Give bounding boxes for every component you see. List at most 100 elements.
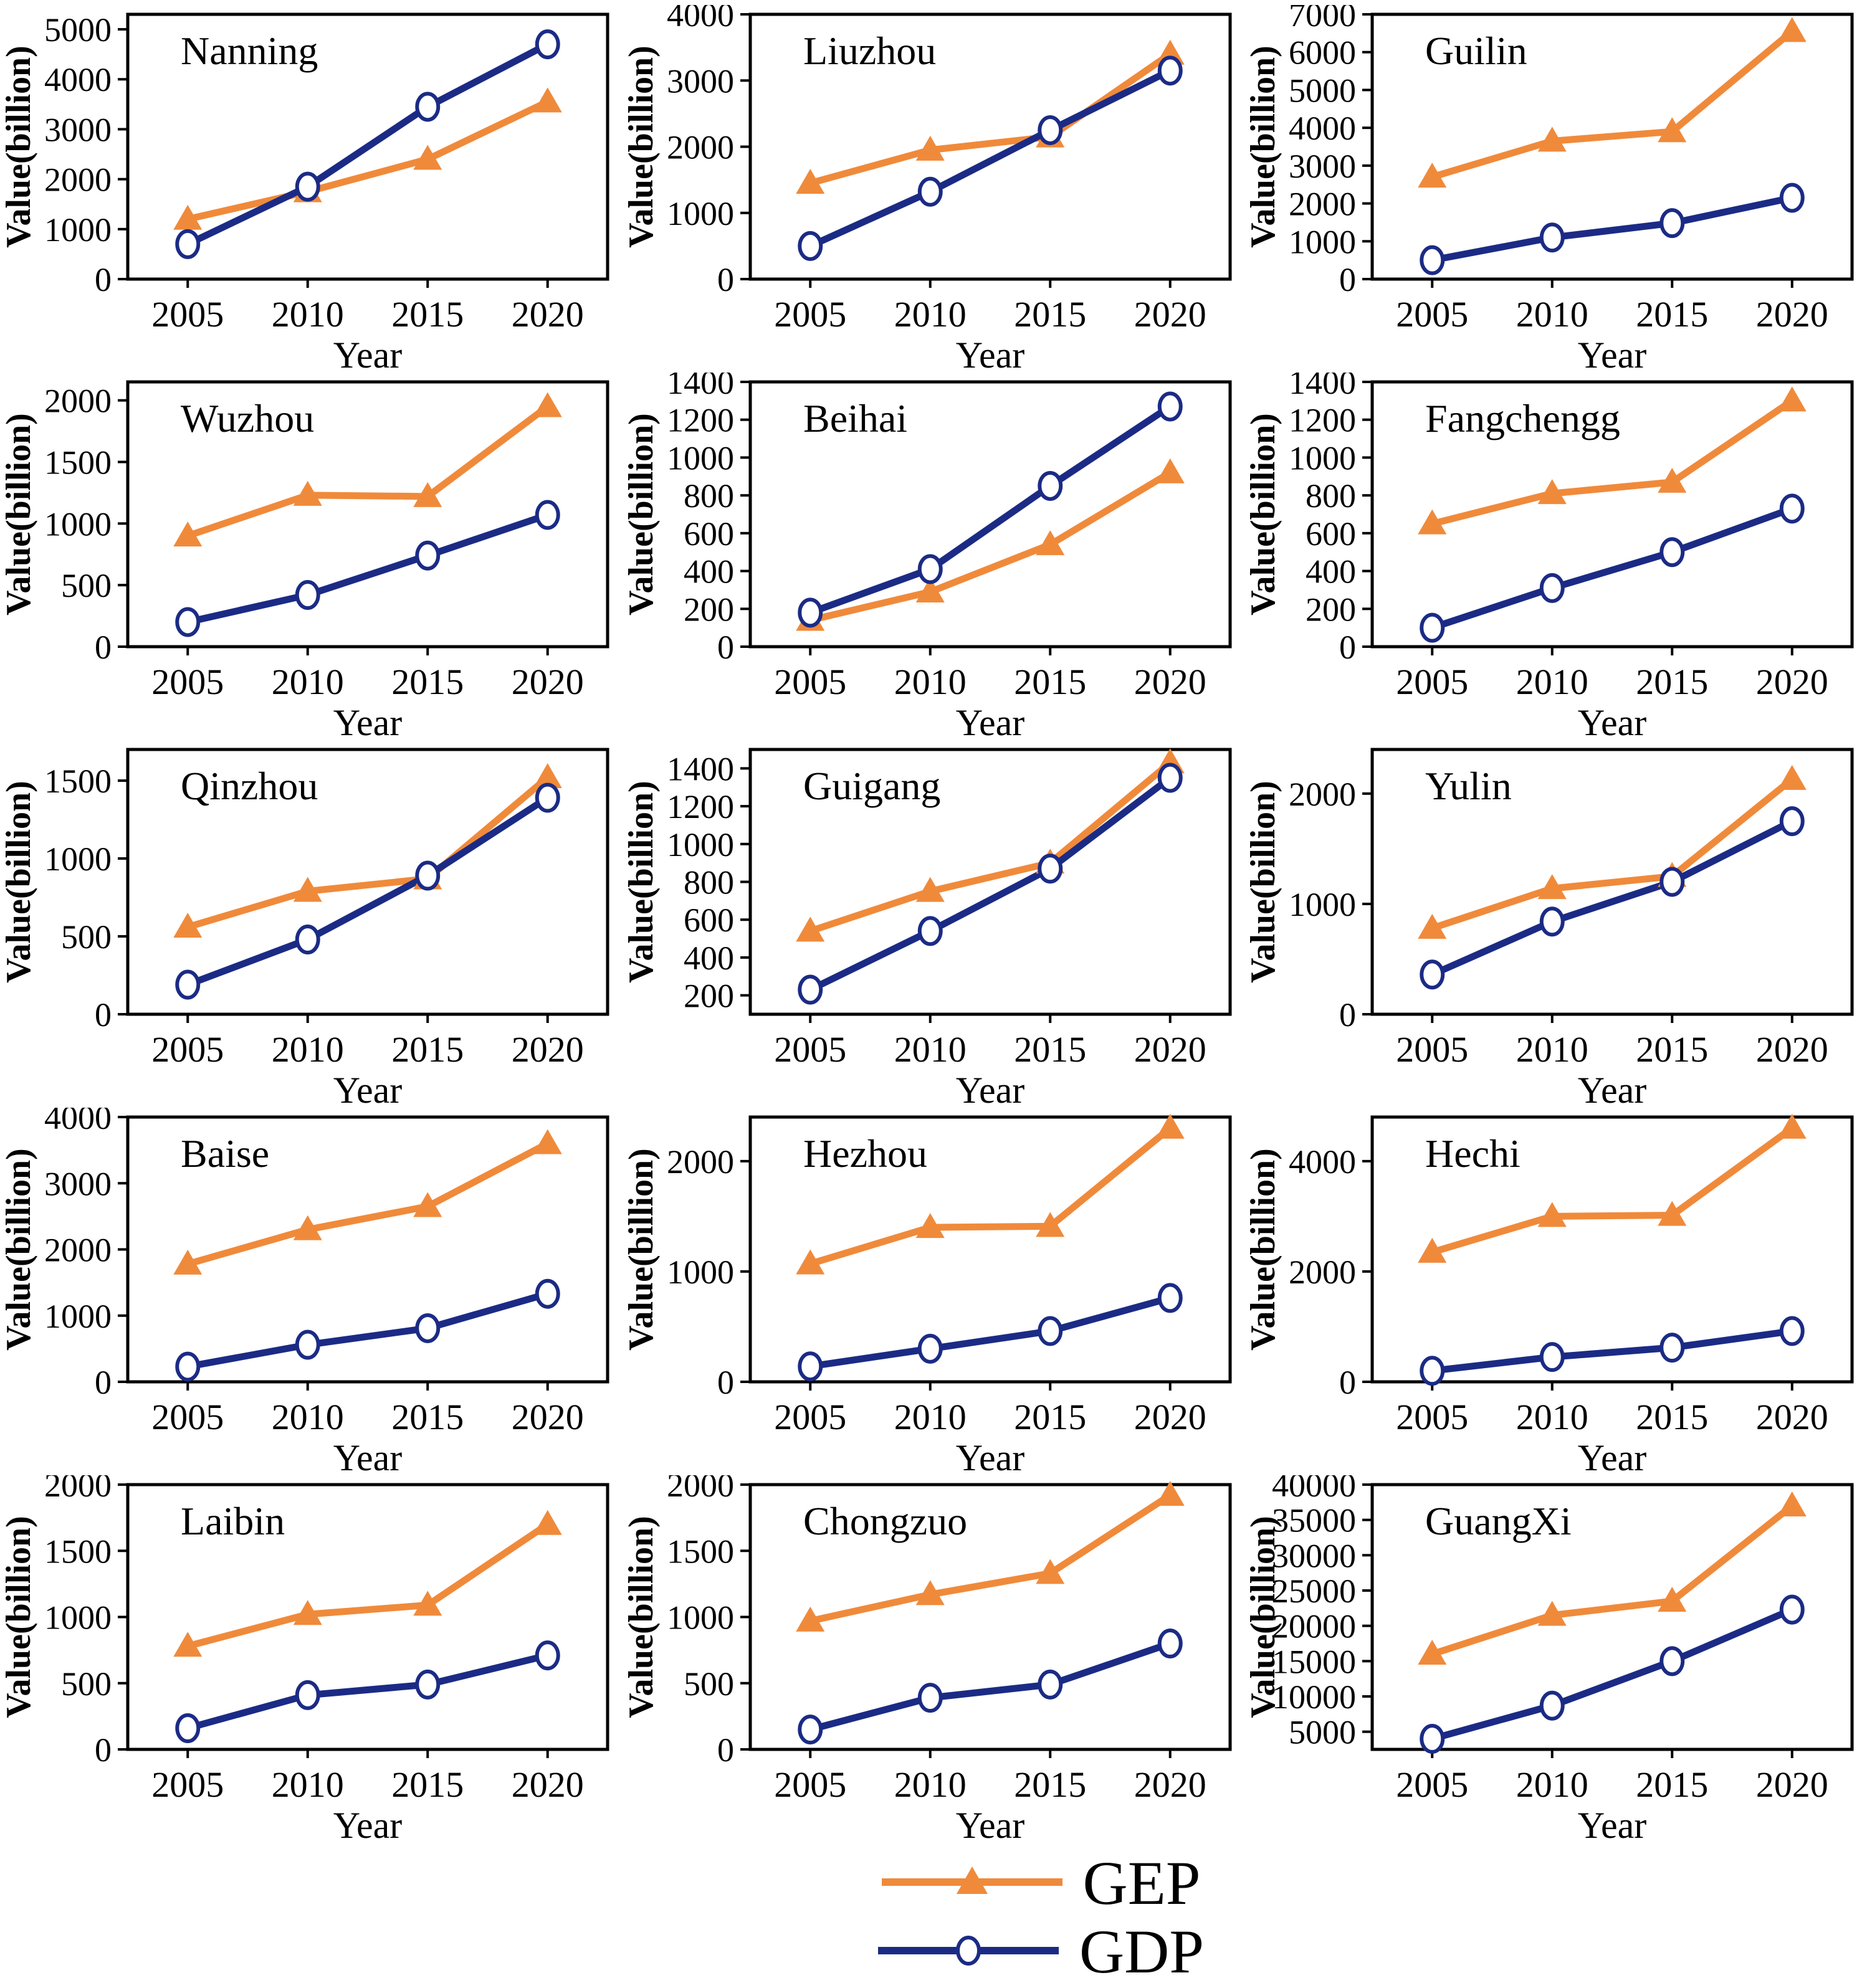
y-tick-label: 1400 [667, 750, 734, 787]
chart-panel: 0 1000 2000 3000 4000 2005 2010 2015 2020 Value(b… [0, 1099, 622, 1478]
gep-triangle-marker [915, 577, 945, 602]
x-axis-label: Year [1578, 335, 1647, 373]
gdp-circle-marker [1420, 245, 1445, 275]
x-tick-label: 2005 [1397, 1029, 1469, 1070]
gdp-circle-marker [1540, 906, 1565, 937]
y-tick-label: 25000 [1272, 1572, 1356, 1610]
x-tick-label: 2010 [1516, 1764, 1588, 1805]
y-axis-label: Value(billion) [1244, 413, 1282, 616]
gdp-circle-marker [1659, 1333, 1685, 1363]
y-tick-label: 200 [684, 591, 734, 628]
y-tick-label: 1000 [44, 840, 112, 878]
x-tick-label: 2005 [774, 1764, 846, 1805]
x-tick-label: 2015 [1636, 1029, 1709, 1070]
chart-svg: 0 500 1000 1500 2000 2005 2010 2015 2020 Value(bi… [0, 380, 609, 743]
x-tick-label: 2005 [774, 662, 846, 702]
gdp-circle-marker [1037, 1669, 1062, 1700]
gep-triangle-marker [1658, 1587, 1687, 1612]
y-tick-label: 0 [1339, 996, 1356, 1034]
gep-triangle-marker [533, 87, 562, 113]
y-axis-label: Value(billion) [0, 781, 38, 983]
y-tick-label: 10000 [1272, 1678, 1356, 1716]
x-tick-label: 2005 [151, 1397, 224, 1437]
y-tick-label: 2000 [667, 129, 734, 166]
y-tick-label: 6000 [1289, 34, 1356, 72]
y-tick-label: 1400 [1289, 373, 1356, 401]
x-tick-label: 2020 [512, 662, 584, 702]
y-tick-label: 3000 [1289, 148, 1356, 185]
chart-panel: 0 1000 2000 2005 2010 2015 2020 Value(billion) Y… [622, 1108, 1244, 1478]
y-tick-label: 0 [717, 629, 734, 666]
gep-triangle-marker [915, 135, 945, 161]
y-tick-label: 15000 [1272, 1643, 1356, 1680]
y-axis-label: Value(billion) [0, 45, 38, 248]
y-tick-label: 2000 [44, 161, 112, 199]
plot-frame [126, 12, 609, 281]
y-tick-label: 1000 [667, 439, 734, 477]
plot-frame [1370, 12, 1854, 281]
gdp-circle-marker [295, 579, 320, 610]
series-line-gdp [806, 1294, 1173, 1370]
gdp-circle-marker [1540, 1342, 1565, 1372]
gdp-circle-marker [535, 500, 560, 530]
chart-svg: 0 500 1000 1500 2005 2010 2015 2020 Value(billio… [0, 748, 609, 1111]
gep-triangle-marker [1538, 1600, 1567, 1626]
gdp-circle-marker [415, 1669, 441, 1700]
x-tick-label: 2020 [512, 1764, 584, 1805]
plot-frame [126, 748, 609, 1016]
x-axis-label: Year [955, 702, 1024, 740]
y-tick-label: 1000 [1289, 223, 1356, 260]
chart-svg: 0 500 1000 1500 2000 2005 2010 2015 2020 Value(bi… [0, 1467, 609, 1846]
gep-triangle-marker [1418, 913, 1447, 939]
gep-triangle-marker [293, 1215, 322, 1240]
y-axis-label: Value(billion) [623, 781, 661, 983]
gep-triangle-marker [1155, 1481, 1185, 1506]
y-axis-label: Value(billion) [623, 1516, 661, 1718]
x-tick-label: 2015 [1636, 294, 1709, 335]
x-tick-label: 2015 [1636, 662, 1709, 702]
x-tick-label: 2005 [1397, 1397, 1469, 1437]
x-tick-label: 2020 [1134, 1397, 1206, 1437]
chart-title: Nanning [181, 29, 318, 73]
gep-triangle-marker [1538, 874, 1567, 900]
chart-title: Yulin [1425, 764, 1512, 808]
y-tick-label: 1200 [1289, 402, 1356, 439]
y-tick-label: 5000 [1289, 1714, 1356, 1751]
x-axis-label: Year [1578, 1437, 1647, 1475]
gep-triangle-marker [1658, 467, 1687, 493]
x-tick-label: 2010 [272, 1029, 344, 1070]
y-tick-label: 4000 [1289, 110, 1356, 147]
gdp-circle-marker [1540, 573, 1565, 603]
gdp-circle-marker [797, 974, 823, 1005]
y-tick-label: 1200 [667, 788, 734, 825]
chart-panel: 0 1000 2000 3000 4000 5000 6000 7000 2005 2010 201… [1244, 0, 1866, 376]
y-tick-label: 500 [61, 567, 112, 604]
y-tick-label: 1400 [667, 373, 734, 401]
gdp-circle-marker [1420, 1356, 1445, 1386]
chart-svg: 0 1000 2000 3000 4000 5000 2005 2010 2015 2020 Val… [0, 11, 609, 376]
gep-triangle-marker [1778, 1113, 1807, 1139]
plot-frame [1370, 1483, 1854, 1751]
legend-triangle-icon [956, 1866, 988, 1894]
gdp-circle-marker [535, 29, 560, 60]
x-tick-label: 2015 [1014, 1397, 1086, 1437]
y-tick-label: 1000 [667, 195, 734, 232]
gep-triangle-marker [1418, 1640, 1447, 1665]
series-line-gdp [184, 794, 552, 988]
chart-title: Fangchengg [1425, 396, 1620, 440]
gdp-circle-marker [1420, 1724, 1445, 1754]
gep-triangle-marker [1155, 1113, 1185, 1139]
y-tick-label: 1000 [1289, 439, 1356, 477]
y-tick-label: 0 [1339, 261, 1356, 298]
y-axis-label: Value(billion) [0, 413, 38, 616]
chart-panel: 0 500 1000 1500 2000 2005 2010 2015 2020 Value(bi… [0, 373, 622, 743]
gdp-circle-marker [1780, 1594, 1805, 1625]
gep-triangle-marker [795, 1249, 824, 1275]
y-tick-label: 4000 [667, 5, 734, 34]
y-tick-label: 0 [95, 1731, 112, 1769]
gep-triangle-marker [533, 1510, 562, 1535]
y-tick-label: 40000 [1272, 1475, 1356, 1504]
gep-triangle-marker [533, 392, 562, 417]
y-tick-label: 30000 [1272, 1537, 1356, 1574]
